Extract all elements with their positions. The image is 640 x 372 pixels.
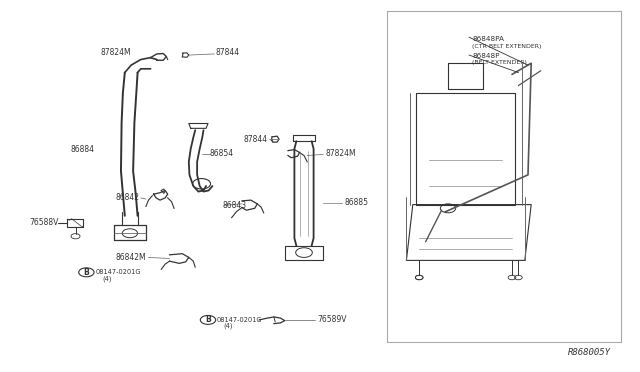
Text: B: B <box>84 268 89 277</box>
Text: 87844: 87844 <box>216 48 240 57</box>
Text: 76589V: 76589V <box>317 315 347 324</box>
Text: (4): (4) <box>102 275 112 282</box>
Text: 08147-0201G: 08147-0201G <box>216 317 262 323</box>
Text: 87824M: 87824M <box>325 149 356 158</box>
Text: 87824M: 87824M <box>100 48 131 57</box>
Text: 86842: 86842 <box>116 193 140 202</box>
Text: (4): (4) <box>223 323 233 329</box>
Text: 08147-0201G: 08147-0201G <box>95 269 141 275</box>
Text: 87844: 87844 <box>243 135 268 144</box>
Text: 86848P: 86848P <box>472 53 500 59</box>
Text: (CTR BELT EXTENDER): (CTR BELT EXTENDER) <box>472 44 541 49</box>
Text: 86884: 86884 <box>70 145 95 154</box>
Text: R868005Y: R868005Y <box>568 348 611 357</box>
Text: 86843: 86843 <box>223 201 247 210</box>
Text: 86854: 86854 <box>210 149 234 158</box>
Text: (BELT EXTENDER): (BELT EXTENDER) <box>472 60 527 65</box>
Text: B: B <box>205 315 211 324</box>
Text: 86842M: 86842M <box>115 253 146 262</box>
Text: 76588V: 76588V <box>29 218 58 227</box>
Text: 86885: 86885 <box>344 198 369 207</box>
Text: 86848PA: 86848PA <box>472 36 504 42</box>
